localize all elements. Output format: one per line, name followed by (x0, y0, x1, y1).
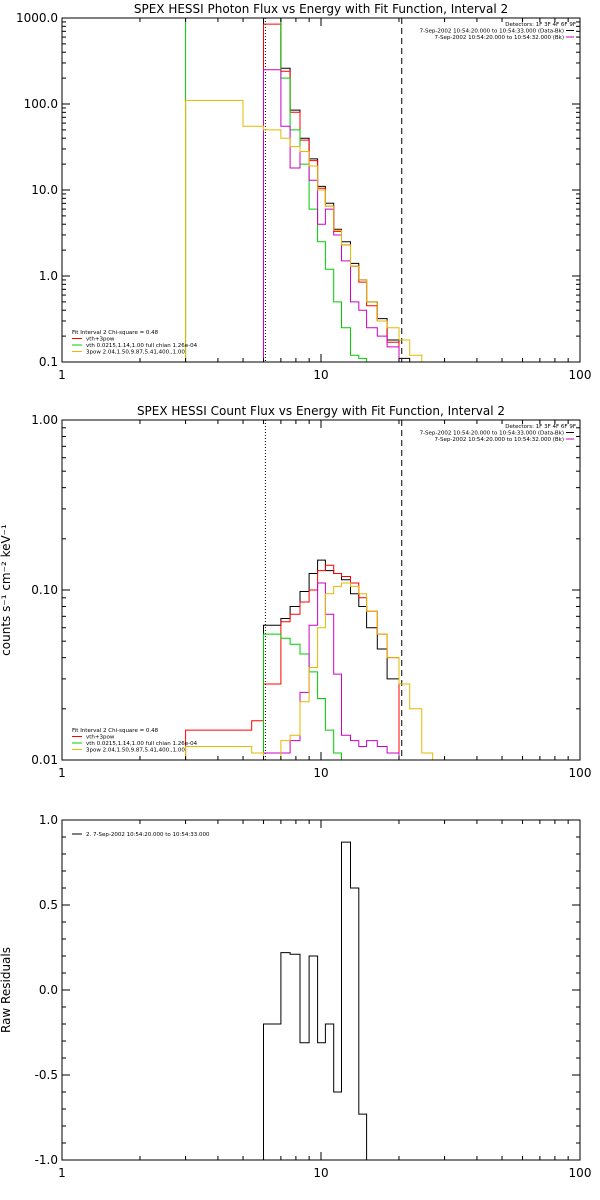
y-tick-label: 1000.0 (16, 11, 58, 25)
legend-entry: 3pow 2.04,1.50,9.87,5.41,400.,1.00 (86, 350, 185, 356)
y-tick-label: 0.0 (39, 983, 58, 997)
legend-entry: 3pow 2.04,1.50,9.87,5.41,400.,1.00 (86, 748, 185, 754)
series-line-4 (185, 99, 433, 362)
header-annotation: 7-Sep-2002 10:54:20.000 to 10:54:32.000 … (435, 35, 565, 41)
legend-entry: vth+3pow (86, 337, 115, 343)
chart-title: SPEX HESSI Count Flux vs Energy with Fit… (137, 404, 505, 418)
header-annotation: 7-Sep-2002 10:54:20.000 to 10:54:33.000 … (420, 29, 564, 35)
y-tick-label: 1.0 (39, 813, 58, 827)
series-line-2 (263, 633, 351, 760)
y-tick-label: -0.5 (35, 1068, 58, 1082)
header-annotation: Detectors: 1F 3F 4F 6F 9F (505, 424, 576, 430)
x-tick-label: 100 (569, 1166, 592, 1180)
series-line-0 (263, 18, 411, 362)
y-tick-label: 0.10 (31, 583, 58, 597)
panel-photon: SPEX HESSI Photon Flux vs Energy with Fi… (16, 2, 591, 382)
x-tick-label: 100 (569, 766, 592, 780)
series-line-2 (185, 18, 374, 362)
y-tick-label: -1.0 (35, 1153, 58, 1167)
series-line-4 (185, 582, 434, 760)
legend-entry: Fit Interval 2 Chi-square = 0.48 (72, 330, 159, 336)
y-tick-label: 10.0 (31, 183, 58, 197)
panel-count: SPEX HESSI Count Flux vs Energy with Fit… (0, 404, 591, 780)
panel-resid: Raw Residuals 1 10 100 -1.0 -0.5 0.0 0.5 1.0 2. 7… (0, 813, 591, 1180)
legend-entry: vth 0.0215,1.14,1.00 full chian 1.26e-04 (86, 343, 198, 349)
legend-entry: 2. 7-Sep-2002 10:54:20.000 to 10:54:33.0… (86, 832, 210, 838)
x-tick-label: 10 (313, 368, 328, 382)
plot-frame (61, 819, 581, 1161)
x-tick-label: 1 (58, 766, 66, 780)
y-tick-label: 1.00 (31, 413, 58, 427)
legend-entry: vth+3pow (86, 735, 115, 741)
x-tick-label: 10 (313, 1166, 328, 1180)
x-tick-label: 10 (313, 766, 328, 780)
legend-entry: vth 0.0215,1.14,1.00 full chian 1.26e-04 (86, 741, 198, 747)
y-tick-label: 1.0 (39, 269, 58, 283)
y-tick-label: 0.01 (31, 753, 58, 767)
header-annotation: 7-Sep-2002 10:54:20.000 to 10:54:33.000 … (420, 431, 564, 437)
y-tick-label: 0.5 (39, 898, 58, 912)
y-tick-label: 100.0 (24, 97, 58, 111)
header-annotation: 7-Sep-2002 10:54:20.000 to 10:54:32.000 … (435, 437, 565, 443)
x-tick-label: 1 (58, 368, 66, 382)
y-tick-label: 0.1 (39, 355, 58, 369)
series-line-3 (263, 582, 400, 760)
chart-title: SPEX HESSI Photon Flux vs Energy with Fi… (134, 2, 508, 16)
series-line-0 (263, 841, 399, 1160)
y-axis-label: Raw Residuals (0, 947, 13, 1033)
x-tick-label: 1 (58, 1166, 66, 1180)
series-line-1 (263, 23, 410, 362)
x-tick-label: 100 (569, 368, 592, 382)
plot-frame (61, 419, 581, 761)
y-axis-label: counts s⁻¹ cm⁻² keV⁻¹ (0, 524, 13, 656)
header-annotation: Detectors: 1F 3F 4F 6F 9F (505, 22, 576, 28)
legend-entry: Fit Interval 2 Chi-square = 0.48 (72, 728, 159, 734)
